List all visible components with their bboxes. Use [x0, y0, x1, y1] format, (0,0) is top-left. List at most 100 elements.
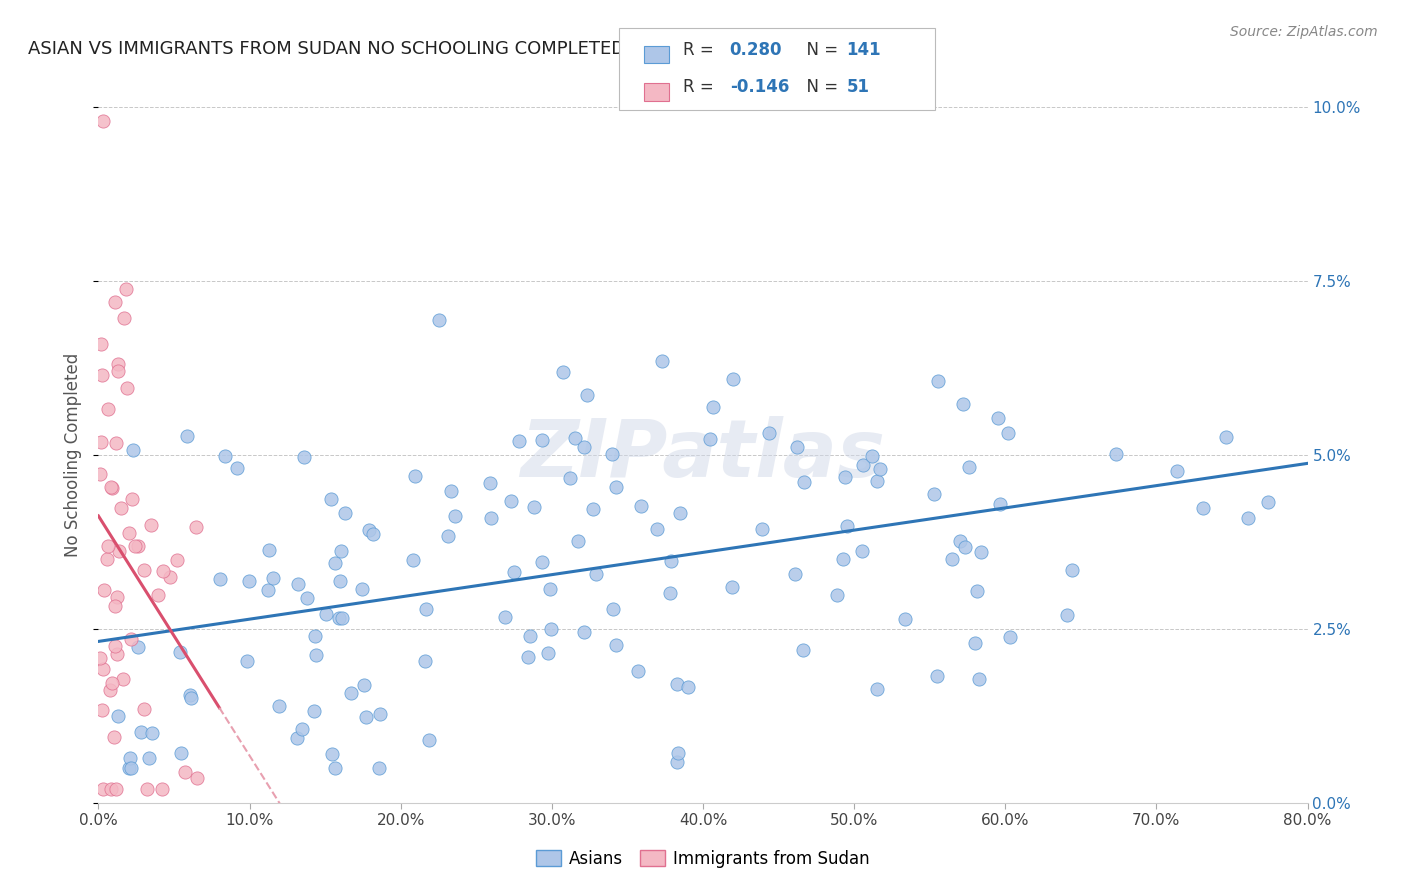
- Point: [783, 567, 806, 582]
- Point: [987, 411, 1010, 425]
- Point: [115, 381, 138, 395]
- Point: [238, 574, 260, 589]
- Point: [572, 624, 595, 639]
- Text: R =: R =: [683, 41, 720, 59]
- Point: [957, 460, 980, 475]
- Point: [626, 664, 648, 678]
- Point: [479, 475, 502, 490]
- Point: [124, 540, 146, 554]
- Point: [758, 425, 780, 440]
- Point: [966, 584, 988, 599]
- Point: [576, 388, 599, 402]
- Point: [927, 374, 949, 388]
- Point: [540, 623, 562, 637]
- Point: [551, 365, 574, 379]
- Point: [107, 357, 129, 371]
- Point: [699, 432, 721, 446]
- Point: [600, 447, 623, 461]
- Point: [1166, 464, 1188, 478]
- Y-axis label: No Schooling Completed: No Schooling Completed: [65, 353, 83, 557]
- Point: [267, 699, 290, 714]
- Point: [582, 502, 605, 516]
- Point: [666, 677, 689, 691]
- Point: [100, 481, 122, 495]
- Point: [292, 450, 315, 464]
- Point: [508, 434, 530, 448]
- Point: [605, 638, 627, 652]
- Point: [328, 611, 350, 625]
- Point: [112, 310, 135, 325]
- Text: R =: R =: [683, 78, 720, 96]
- Point: [651, 353, 673, 368]
- Point: [104, 639, 127, 653]
- Point: [97, 539, 120, 553]
- Point: [122, 442, 145, 457]
- Point: [114, 282, 136, 296]
- Point: [176, 429, 198, 443]
- Point: [851, 543, 873, 558]
- Point: [159, 569, 181, 583]
- Point: [970, 545, 993, 559]
- Point: [645, 522, 668, 536]
- Point: [952, 397, 974, 411]
- Point: [418, 733, 440, 747]
- Point: [427, 312, 450, 326]
- Point: [361, 527, 384, 541]
- Point: [285, 731, 308, 745]
- Point: [537, 646, 560, 660]
- Text: N =: N =: [796, 78, 844, 96]
- Point: [180, 691, 202, 706]
- Text: ZIPatlas: ZIPatlas: [520, 416, 886, 494]
- Point: [305, 648, 328, 663]
- Point: [105, 647, 128, 661]
- Point: [869, 462, 891, 476]
- Text: N =: N =: [796, 41, 844, 59]
- Point: [169, 746, 191, 760]
- Point: [998, 630, 1021, 644]
- Point: [104, 781, 127, 796]
- Point: [531, 555, 554, 569]
- Point: [866, 475, 889, 489]
- Point: [96, 552, 118, 566]
- Point: [98, 682, 121, 697]
- Point: [110, 501, 132, 516]
- Point: [236, 654, 259, 668]
- Point: [226, 461, 249, 475]
- Point: [107, 544, 129, 558]
- Point: [287, 577, 309, 591]
- Point: [499, 494, 522, 508]
- Point: [564, 431, 586, 445]
- Point: [751, 522, 773, 536]
- Point: [368, 707, 391, 722]
- Point: [941, 551, 963, 566]
- Point: [118, 526, 141, 541]
- Point: [256, 583, 278, 598]
- Point: [291, 722, 314, 736]
- Point: [134, 702, 156, 716]
- Point: [295, 591, 318, 605]
- Point: [659, 586, 682, 600]
- Point: [173, 764, 195, 779]
- Point: [184, 520, 207, 534]
- Point: [209, 572, 232, 586]
- Point: [402, 552, 425, 566]
- Point: [353, 678, 375, 692]
- Point: [118, 761, 141, 775]
- Point: [1105, 447, 1128, 461]
- Legend: Asians, Immigrants from Sudan: Asians, Immigrants from Sudan: [529, 843, 877, 874]
- Point: [120, 761, 142, 775]
- Point: [90, 435, 112, 450]
- Point: [121, 492, 143, 507]
- Point: [835, 519, 858, 533]
- Point: [152, 564, 174, 578]
- Point: [437, 529, 460, 543]
- Point: [104, 294, 127, 309]
- Point: [138, 751, 160, 765]
- Point: [852, 458, 875, 472]
- Point: [1056, 608, 1078, 623]
- Point: [443, 509, 465, 524]
- Point: [91, 702, 114, 716]
- Point: [319, 491, 342, 506]
- Point: [112, 672, 135, 686]
- Point: [997, 425, 1019, 440]
